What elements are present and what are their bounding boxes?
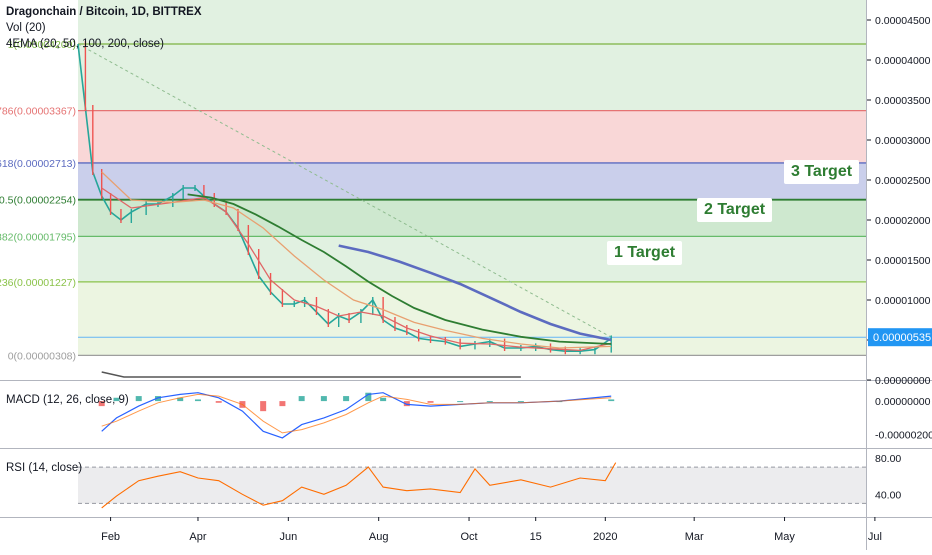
fib-label-0-786: 0.786(0.00003367) bbox=[0, 106, 76, 118]
fib-zone-382 bbox=[78, 236, 866, 282]
macd-tick-label: -0.00000200 bbox=[875, 430, 932, 442]
rsi-tick-label: 40.00 bbox=[875, 489, 901, 501]
price-tick-label: 0.00001000 bbox=[875, 295, 931, 307]
target-2-label: 2 Target bbox=[697, 198, 773, 222]
macd-histogram-bar bbox=[365, 392, 372, 402]
price-tick-label: 0.00004500 bbox=[875, 15, 931, 27]
current-price-badge bbox=[868, 328, 932, 347]
fib-label-0-236: 0.236(0.00001227) bbox=[0, 277, 76, 289]
current-price-value: 0.00000535 bbox=[873, 332, 931, 344]
price-tick-label: 0.00002000 bbox=[875, 215, 931, 227]
macd-histogram-bar bbox=[260, 401, 267, 412]
macd-histogram-bar bbox=[320, 396, 327, 402]
symbol-title: Dragonchain / Bitcoin, 1D, BITTREX bbox=[6, 6, 202, 18]
time-tick-label: Apr bbox=[189, 531, 206, 543]
macd-histogram-bar bbox=[177, 397, 184, 402]
macd-tick-label: 0.00000000 bbox=[875, 396, 931, 408]
price-tick-label: 0.00001500 bbox=[875, 255, 931, 267]
fib-label-0: 0(0.00000308) bbox=[8, 350, 76, 362]
macd-histogram-bar bbox=[135, 396, 142, 402]
price-tick-label: 0.00004000 bbox=[875, 55, 931, 67]
fib-zones bbox=[78, 0, 866, 356]
ema-indicator-label[interactable]: 4EMA (20, 50, 100, 200, close) bbox=[6, 38, 164, 50]
macd-histogram-bar bbox=[279, 401, 286, 407]
rsi-band bbox=[78, 467, 866, 504]
macd-histogram-bar bbox=[298, 396, 305, 402]
time-tick-label: May bbox=[774, 531, 795, 543]
time-axis: Feb Apr Jun Aug Oct 15 2020 Mar May Jul bbox=[101, 517, 882, 543]
macd-histogram-bar bbox=[486, 401, 493, 403]
macd-histogram-bar bbox=[215, 401, 222, 403]
rsi-panel: 80.00 40.00 bbox=[78, 453, 901, 509]
time-tick-label: Feb bbox=[101, 531, 120, 543]
price-series bbox=[77, 41, 612, 378]
fib-label-1: 1(0.00004200) bbox=[8, 39, 76, 51]
ema20-line bbox=[101, 187, 612, 352]
fib-zone-786 bbox=[78, 110, 866, 163]
ema200-line bbox=[338, 244, 612, 342]
rsi-tick-label: 80.00 bbox=[875, 453, 901, 465]
time-tick-label: Jun bbox=[279, 531, 297, 543]
macd-histogram-bar bbox=[113, 397, 120, 402]
price-tick-label: 0.00000000 bbox=[875, 375, 931, 387]
macd-signal-line bbox=[101, 393, 612, 434]
ema50-line bbox=[101, 171, 612, 349]
fib-zone-618 bbox=[78, 162, 866, 200]
chart-legend: Dragonchain / Bitcoin, 1D, BITTREX Vol (… bbox=[6, 4, 202, 52]
rsi-line bbox=[101, 462, 617, 509]
macd-histogram-bar bbox=[380, 397, 387, 402]
macd-histogram-bar bbox=[343, 396, 350, 402]
time-tick-label: Aug bbox=[369, 531, 389, 543]
macd-panel: 0.00000000 -0.00000200 bbox=[98, 392, 932, 442]
target-1-label: 1 Target bbox=[607, 241, 683, 265]
ema-series bbox=[101, 171, 612, 352]
macd-histogram-bar bbox=[154, 396, 161, 402]
macd-histogram-bar bbox=[194, 399, 201, 402]
macd-histogram-bar bbox=[98, 401, 105, 407]
macd-label[interactable]: MACD (12, 26, close, 9) bbox=[6, 394, 129, 406]
fib-zone-above-786 bbox=[78, 0, 866, 111]
macd-histogram-bar bbox=[517, 401, 524, 403]
volume-line bbox=[101, 371, 521, 378]
time-tick-label: Mar bbox=[685, 531, 704, 543]
price-tick-label: 0.00003000 bbox=[875, 135, 931, 147]
time-tick-label: 15 bbox=[530, 531, 542, 543]
macd-histogram-bar bbox=[403, 401, 410, 407]
target-3-label: 3 Target bbox=[784, 160, 860, 184]
volume-indicator-label[interactable]: Vol (20) bbox=[6, 22, 46, 34]
rsi-label[interactable]: RSI (14, close) bbox=[6, 462, 83, 474]
ema100-line bbox=[187, 193, 612, 345]
fib-label-0-382: 0.382(0.00001795) bbox=[0, 231, 76, 243]
macd-histogram-bar bbox=[457, 401, 464, 403]
macd-histogram-bar bbox=[427, 401, 434, 403]
fib-label-0-618: 0.618(0.00002713) bbox=[0, 158, 76, 170]
price-tick-label: 0.00003500 bbox=[875, 95, 931, 107]
time-tick-label: Jul bbox=[868, 531, 882, 543]
fib-label-0-5: 0.5(0.00002254) bbox=[0, 195, 76, 207]
time-tick-label: Oct bbox=[460, 531, 477, 543]
price-tick-label: 0.00002500 bbox=[875, 175, 931, 187]
fib-level-labels: 1(0.00004200) 0.786(0.00003367) 0.618(0.00… bbox=[0, 39, 76, 362]
time-tick-label: 2020 bbox=[593, 531, 617, 543]
price-axis: 0.000000000.000005000.000010000.00001500… bbox=[867, 15, 932, 387]
macd-histogram-bar bbox=[608, 399, 615, 402]
